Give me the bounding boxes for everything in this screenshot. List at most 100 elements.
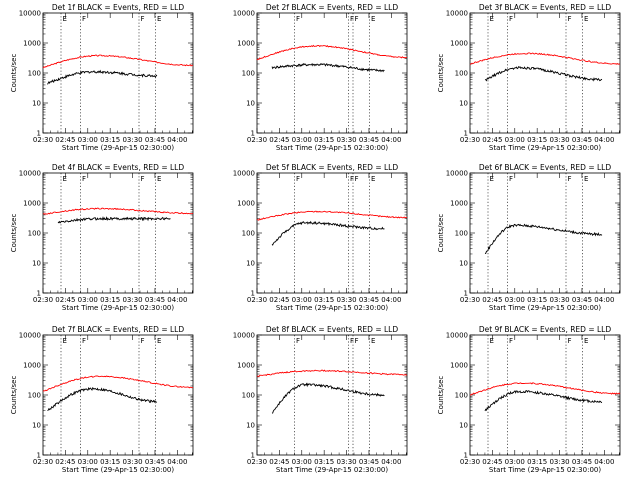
x-tick-label: 03:45: [145, 296, 165, 304]
y-tick-label: 10: [459, 422, 468, 430]
x-tick-label: 03:15: [100, 458, 120, 466]
y-tick-label: 100: [242, 392, 255, 400]
y-tick-label: 1: [464, 290, 468, 298]
chart-title: Det 7f BLACK = Events, RED = LLD: [52, 325, 185, 334]
y-tick-label: 100: [242, 230, 255, 238]
y-tick-label: 10000: [19, 332, 41, 340]
y-tick-label: 1000: [237, 362, 255, 370]
chart-title: Det 2f BLACK = Events, RED = LLD: [266, 3, 399, 12]
event-marker-label: E: [490, 175, 494, 183]
x-tick-label: 03:15: [100, 296, 120, 304]
x-tick-label: 02:45: [269, 136, 289, 144]
y-tick-label: 1: [37, 452, 41, 460]
y-tick-label: 10: [32, 260, 41, 268]
events-rate-line: [484, 66, 603, 82]
event-marker-label: F: [141, 175, 145, 183]
x-tick-label: 02:45: [482, 136, 502, 144]
chart-title: Det 9f BLACK = Events, RED = LLD: [479, 325, 612, 334]
chart-panel-5: Det 5f BLACK = Events, RED = LLD 1 10 100 10…: [233, 163, 408, 312]
x-tick-label: 03:00: [78, 136, 98, 144]
x-tick-label: 02:30: [247, 296, 267, 304]
x-tick-label: 03:15: [100, 136, 120, 144]
y-tick-label: 10000: [233, 170, 255, 178]
y-tick-label: 100: [455, 392, 468, 400]
event-marker-label: E: [490, 337, 494, 345]
plot-frame: [469, 12, 621, 134]
x-tick-label: 02:45: [482, 458, 502, 466]
x-tick-label: 03:45: [145, 136, 165, 144]
lld-rate-line: [256, 210, 408, 221]
x-tick-label: 03:00: [292, 136, 312, 144]
x-tick-label: 03:00: [78, 296, 98, 304]
y-tick-label: 1000: [450, 200, 468, 208]
x-tick-label: 03:45: [572, 458, 592, 466]
event-marker-label: F: [82, 175, 86, 183]
x-tick-label: 03:15: [314, 296, 334, 304]
y-tick-label: 10000: [233, 332, 255, 340]
x-tick-label: 03:30: [549, 458, 569, 466]
y-tick-label: 10000: [446, 170, 468, 178]
plot-frame: [42, 334, 194, 456]
y-tick-label: 1: [251, 452, 255, 460]
chart-panel-1: Det 1f BLACK = Events, RED = LLD 1 10 100 10…: [10, 3, 194, 152]
chart-panel-2: Det 2f BLACK = Events, RED = LLD 1 10 100 10…: [233, 3, 408, 152]
lld-rate-line: [256, 44, 407, 61]
chart-title: Det 8f BLACK = Events, RED = LLD: [266, 325, 399, 334]
y-tick-label: 1000: [237, 40, 255, 48]
y-tick-label: 1: [464, 452, 468, 460]
event-marker-label: E: [490, 15, 494, 23]
y-tick-label: 100: [242, 70, 255, 78]
x-tick-label: 03:45: [359, 458, 379, 466]
chart-panel-4: Det 4f BLACK = Events, RED = LLD 1 10 100 10…: [10, 163, 194, 312]
x-tick-label: 02:45: [482, 296, 502, 304]
x-tick-label: 03:00: [78, 458, 98, 466]
y-tick-label: 10000: [446, 332, 468, 340]
x-tick-label: 02:30: [460, 458, 480, 466]
plot-frame: [256, 172, 408, 294]
event-marker-label: F: [568, 15, 572, 23]
event-marker-label: F: [509, 175, 513, 183]
x-tick-label: 03:00: [292, 296, 312, 304]
y-axis-label: Counts/sec: [437, 214, 445, 253]
x-axis-label: Start Time (29-Apr-15 02:30:00): [489, 144, 601, 152]
events-rate-line: [484, 223, 603, 255]
event-marker-label: E: [371, 15, 375, 23]
event-marker-label: F: [355, 337, 359, 345]
y-tick-label: 1000: [23, 40, 41, 48]
x-tick-label: 02:45: [55, 296, 75, 304]
event-marker-label: E: [63, 175, 67, 183]
chart-title: Det 5f BLACK = Events, RED = LLD: [266, 163, 399, 172]
chart-panel-9: Det 9f BLACK = Events, RED = LLD 1 10 100 10…: [437, 325, 621, 474]
y-tick-label: 10000: [19, 10, 41, 18]
x-tick-label: 03:30: [122, 458, 142, 466]
y-tick-label: 1000: [23, 200, 41, 208]
y-tick-label: 10: [246, 422, 255, 430]
y-tick-label: 10: [459, 260, 468, 268]
event-marker-label: F: [82, 15, 86, 23]
y-tick-label: 10: [459, 100, 468, 108]
y-tick-label: 1000: [23, 362, 41, 370]
x-tick-label: 03:45: [572, 296, 592, 304]
x-tick-label: 02:45: [269, 296, 289, 304]
event-marker-label: F: [509, 337, 513, 345]
event-marker-label: F: [82, 337, 86, 345]
event-marker-label: F: [350, 337, 354, 345]
plot-frame: [469, 334, 621, 456]
x-tick-label: 03:45: [145, 458, 165, 466]
event-marker-label: E: [371, 175, 375, 183]
x-tick-label: 02:30: [460, 296, 480, 304]
x-tick-label: 04:00: [594, 458, 614, 466]
y-axis-label: Counts/sec: [10, 214, 18, 253]
x-axis-label: Start Time (29-Apr-15 02:30:00): [276, 466, 388, 474]
event-marker-label: F: [350, 15, 354, 23]
x-axis-label: Start Time (29-Apr-15 02:30:00): [62, 466, 174, 474]
y-tick-label: 1000: [450, 40, 468, 48]
events-rate-line: [271, 62, 385, 73]
plot-frame: [256, 12, 408, 134]
x-tick-label: 02:45: [55, 458, 75, 466]
x-tick-label: 02:30: [460, 136, 480, 144]
chart-title: Det 3f BLACK = Events, RED = LLD: [479, 3, 612, 12]
x-tick-label: 02:30: [33, 136, 53, 144]
chart-title: Det 1f BLACK = Events, RED = LLD: [52, 3, 185, 12]
x-tick-label: 03:30: [549, 136, 569, 144]
